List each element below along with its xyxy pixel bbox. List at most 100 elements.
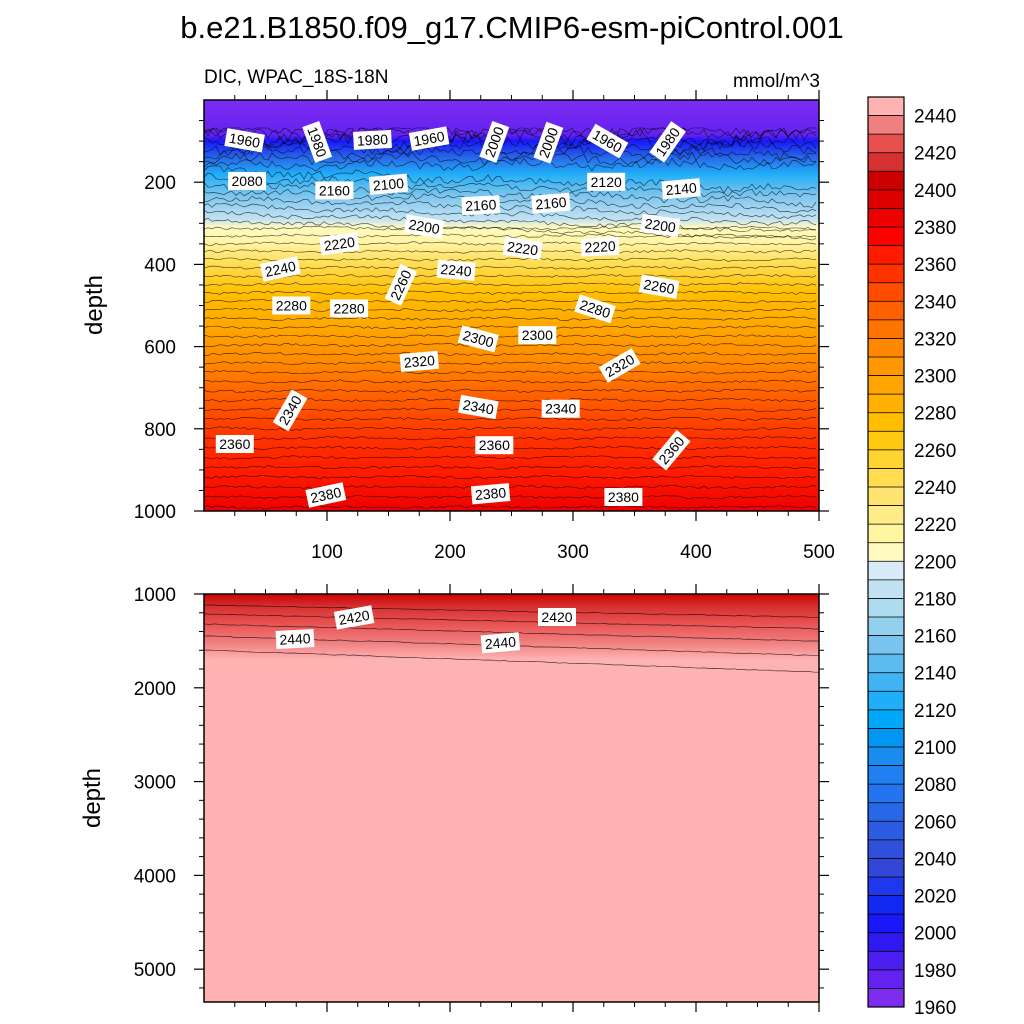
- contour-line: [203, 265, 817, 270]
- contour-label-text: 2440: [279, 630, 311, 648]
- contour-label-box: [305, 482, 347, 508]
- colorbar-label: 2000: [914, 924, 956, 945]
- contour-line: [203, 379, 817, 384]
- contour-line: [203, 145, 817, 161]
- colorbar-swatch: [868, 394, 904, 414]
- colorbar-swatch: [868, 784, 904, 804]
- colorbar-label: 2060: [914, 812, 956, 833]
- colorbar-swatch: [868, 301, 904, 321]
- contour-line: [203, 613, 819, 630]
- contour-label-box: [457, 325, 499, 353]
- contour-label: 2160: [531, 192, 571, 214]
- contour-label: 2360: [475, 436, 514, 455]
- contour-label-box: [580, 236, 620, 257]
- contour-label-box: [661, 178, 701, 200]
- contour-label-box: [384, 263, 417, 307]
- contour-line: [203, 189, 817, 214]
- colorbar-swatch: [868, 802, 904, 822]
- colorbar-swatch: [868, 598, 904, 618]
- contour-label-box: [228, 172, 267, 190]
- contour-label-text: 1960: [228, 130, 262, 151]
- contour-label-text: 2200: [407, 216, 441, 237]
- contour-label: 2340: [541, 399, 580, 418]
- contour-line: [203, 139, 817, 156]
- lower-contour-labels: 2420 2420 2440 2440: [275, 605, 576, 654]
- contour-label-text: 2380: [474, 484, 507, 503]
- colorbar-swatch: [868, 357, 904, 376]
- contour-line: [203, 233, 817, 238]
- colorbar-swatch: [868, 728, 904, 748]
- contour-line: [203, 127, 817, 143]
- contour-line: [203, 455, 817, 460]
- colorbar-swatch: [868, 338, 904, 358]
- colorbar-frame: [867, 96, 905, 1008]
- colorbar-swatch: [868, 245, 904, 265]
- contour-label-box: [604, 488, 643, 506]
- contour-label-text: 2200: [644, 215, 677, 235]
- colorbar-swatch: [868, 524, 904, 544]
- lower-axis-ticks: 1000 2000 3000 4000 5000: [134, 584, 829, 1012]
- contour-label-box: [224, 128, 265, 153]
- contour-label: 2280: [272, 296, 311, 315]
- colorbar-swatch: [868, 579, 904, 599]
- contour-label-text: 2440: [484, 633, 517, 652]
- contour-label-text: 2080: [232, 173, 263, 189]
- colorbar-swatch: [868, 951, 904, 971]
- contour-line: [203, 484, 817, 490]
- contour-line: [203, 151, 817, 166]
- contour-line: [203, 465, 817, 470]
- contour-line: [203, 407, 817, 412]
- upper-ylabel: depth: [81, 275, 108, 335]
- contour-label-box: [475, 436, 514, 455]
- colorbar-swatch: [868, 709, 904, 729]
- contour-line: [203, 273, 817, 279]
- contour-line: [203, 334, 817, 339]
- contour-line: [203, 257, 817, 262]
- colorbar-swatch: [868, 969, 904, 989]
- contour-label-box: [541, 399, 580, 418]
- colorbar-swatch: [868, 282, 904, 302]
- contour-label-text: 2420: [337, 607, 371, 628]
- contour-label: 2160: [315, 181, 354, 200]
- contour-label-box: [538, 608, 576, 626]
- colorbar-label: 2400: [914, 181, 956, 202]
- contour-label-box: [480, 632, 521, 654]
- contour-label-box: [215, 435, 254, 453]
- contour-label-box: [272, 296, 311, 315]
- contour-label: 2280: [330, 299, 369, 318]
- contour-label-box: [302, 120, 333, 163]
- colorbar-label: 2380: [914, 218, 956, 239]
- contour-label-text: 2220: [323, 234, 356, 254]
- contour-label-box: [652, 429, 691, 471]
- contour-label-box: [640, 213, 681, 237]
- colorbar-swatch: [868, 264, 904, 284]
- contour-label-box: [458, 394, 499, 420]
- contour-label: 2120: [587, 172, 626, 191]
- contour-label: 2320: [399, 350, 440, 373]
- y-tick-label: 5000: [134, 960, 176, 981]
- colorbar-swatch: [868, 747, 904, 766]
- colorbar-swatch: [868, 895, 904, 915]
- y-tick-label: 200: [144, 173, 176, 194]
- contour-label: 2420: [333, 605, 375, 630]
- contour-line: [203, 623, 820, 642]
- colorbar-swatch: [868, 914, 904, 934]
- colorbar-swatch: [868, 208, 904, 228]
- contour-label-box: [259, 256, 301, 282]
- colorbar-label: 2100: [914, 738, 956, 759]
- contour-label: 2220: [502, 236, 543, 260]
- contour-label-text: 2160: [535, 194, 568, 213]
- contour-label: 2200: [403, 214, 445, 239]
- contour-line: [203, 649, 819, 673]
- x-tick-label: 400: [680, 542, 712, 563]
- contour-label: 2300: [457, 325, 499, 353]
- contour-line: [203, 195, 817, 219]
- contour-label-box: [479, 120, 510, 163]
- contour-line: [203, 495, 817, 500]
- contour-label-box: [586, 123, 629, 159]
- contour-label-text: 2260: [642, 276, 676, 297]
- colorbar-swatch: [868, 691, 904, 711]
- colorbar-swatch: [868, 171, 904, 191]
- contour-label-box: [353, 129, 392, 150]
- contour-label-text: 2140: [665, 179, 698, 198]
